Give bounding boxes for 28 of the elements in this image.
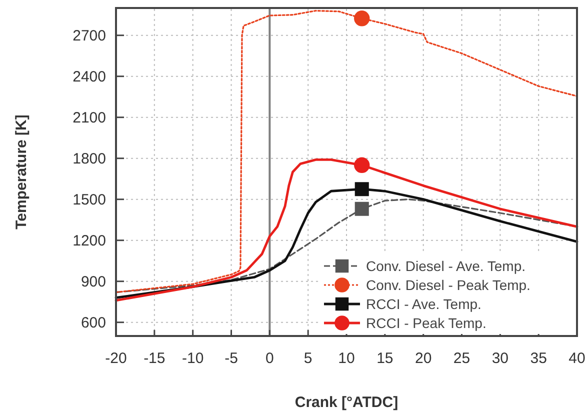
x-tick-label: 20 <box>414 350 432 367</box>
y-tick-label: 1500 <box>72 192 106 209</box>
x-tick-label: 35 <box>530 350 547 367</box>
legend-label: Conv. Diesel - Peak Temp. <box>366 276 530 293</box>
legend-label: Conv. Diesel - Ave. Temp. <box>366 258 526 274</box>
x-tick-label: 30 <box>492 350 509 367</box>
x-tick-label: 5 <box>304 350 312 367</box>
x-tick-label: -10 <box>182 350 204 367</box>
y-tick-label: 2100 <box>72 110 106 127</box>
legend-label: RCCI - Peak Temp. <box>366 314 486 331</box>
x-tick-label: -5 <box>224 350 238 367</box>
x-tick-label: 40 <box>568 350 586 367</box>
x-tick-label: -15 <box>144 350 166 367</box>
y-tick-label: 2400 <box>72 68 106 86</box>
y-tick-label: 600 <box>80 314 106 332</box>
x-tick-label: -20 <box>105 350 127 367</box>
x-tick-label: 10 <box>338 350 355 367</box>
y-tick-label: 900 <box>80 274 106 291</box>
x-tick-label: 15 <box>376 350 394 367</box>
x-tick-label: 0 <box>265 350 274 367</box>
y-tick-label: 2700 <box>72 28 106 45</box>
y-tick-label: 1800 <box>72 150 106 168</box>
line-series <box>115 10 578 294</box>
y-tick-label: 1200 <box>72 232 106 250</box>
x-axis-title: Crank [°ATDC] <box>294 394 398 411</box>
y-axis-title: Temperature [K] <box>13 114 30 230</box>
legend-label: RCCI - Ave. Temp. <box>366 296 482 312</box>
x-tick-label: 25 <box>453 350 470 367</box>
